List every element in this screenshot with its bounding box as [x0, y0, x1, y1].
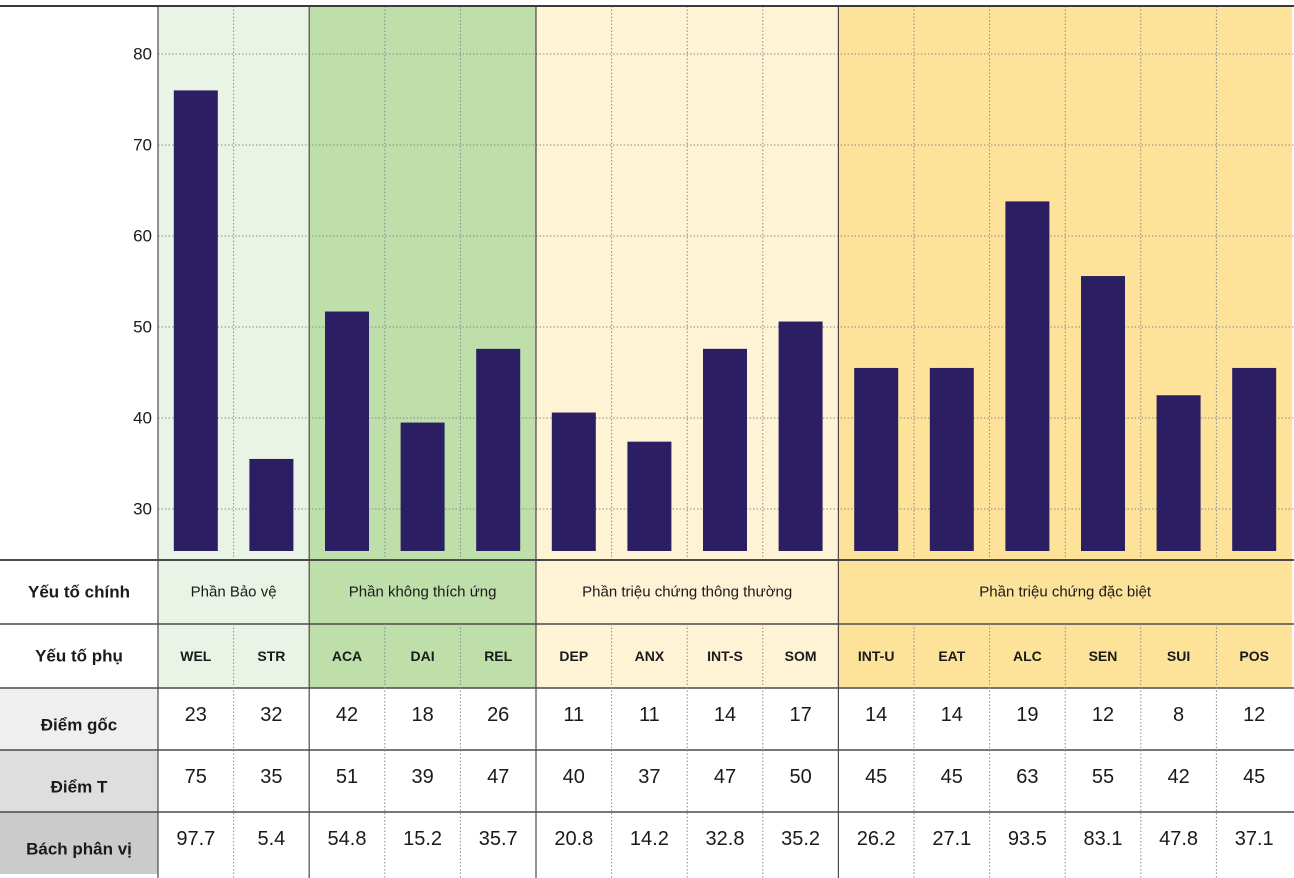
y-tick-label: 30	[133, 500, 152, 519]
table-cell: 32	[260, 704, 282, 726]
table-cell: 14	[714, 704, 736, 726]
x-tick-label: DAI	[411, 648, 435, 664]
bar-INT-S	[703, 348, 747, 551]
table-cell: 40	[563, 766, 585, 788]
table-cell: 8	[1173, 704, 1184, 726]
table-cell: 11	[563, 704, 584, 726]
table-cell: 35.7	[479, 828, 518, 850]
table-cell: 5.4	[257, 828, 285, 850]
table-cell: 35.2	[781, 828, 820, 850]
bar-ALC	[1005, 201, 1050, 552]
bar-DEP	[551, 412, 596, 551]
table-cell: 23	[185, 704, 207, 726]
table-cell: 63	[1016, 766, 1038, 788]
table-cell: 26	[487, 704, 509, 726]
table-cell: 47	[487, 766, 509, 788]
table-cell: 14	[941, 704, 963, 726]
bar-STR	[249, 458, 294, 551]
y-tick-label: 80	[133, 45, 152, 64]
x-tick-label: INT-S	[707, 648, 743, 664]
row-label: Điểm gốc	[41, 716, 118, 735]
table-cell: 15.2	[403, 828, 442, 850]
table-cell: 14.2	[630, 828, 669, 850]
table-cell: 55	[1092, 766, 1114, 788]
table-cell: 35	[260, 766, 282, 788]
table-cell: 75	[185, 766, 207, 788]
table-cell: 37.1	[1235, 828, 1274, 850]
table-cell: 39	[411, 766, 433, 788]
bar-SOM	[778, 321, 823, 551]
group-label: Phần triệu chứng đặc biệt	[979, 584, 1152, 601]
main-factor-header: Yếu tố chính	[28, 583, 130, 602]
table-cell: 97.7	[176, 828, 215, 850]
bar-DAI	[400, 422, 445, 551]
table-cell: 12	[1243, 704, 1265, 726]
table-cell: 19	[1016, 704, 1038, 726]
x-tick-label: DEP	[559, 648, 588, 664]
x-tick-label: EAT	[938, 648, 965, 664]
y-tick-label: 50	[133, 318, 152, 337]
table-cell: 27.1	[932, 828, 971, 850]
x-tick-label: REL	[484, 648, 512, 664]
row-label: Bách phân vị	[26, 840, 132, 859]
table-cell: 47.8	[1159, 828, 1198, 850]
table-cell: 50	[789, 766, 811, 788]
table-cell: 42	[336, 704, 358, 726]
bar-INT-U	[854, 367, 899, 551]
bar-WEL	[173, 90, 218, 552]
group-label: Phần triệu chứng thông thường	[582, 584, 792, 601]
table-cell: 45	[865, 766, 887, 788]
table-cell: 45	[941, 766, 963, 788]
table-cell: 42	[1167, 766, 1189, 788]
row-label-bg-2	[0, 812, 158, 874]
sub-factor-header: Yếu tố phụ	[35, 647, 123, 666]
x-tick-label: POS	[1239, 648, 1269, 664]
table-cell: 93.5	[1008, 828, 1047, 850]
y-tick-label: 70	[133, 136, 152, 155]
bar-REL	[476, 348, 521, 551]
bar-POS	[1232, 367, 1277, 551]
x-tick-label: ACA	[332, 648, 362, 664]
x-tick-label: SOM	[785, 648, 817, 664]
bar-ANX	[627, 441, 672, 551]
table-cell: 26.2	[857, 828, 896, 850]
table-cell: 17	[789, 704, 811, 726]
table-cell: 83.1	[1084, 828, 1123, 850]
row-label: Điểm T	[51, 778, 108, 797]
table-cell: 18	[411, 704, 433, 726]
bar-layer	[173, 90, 1277, 552]
table-cell: 32.8	[706, 828, 745, 850]
table-cell: 11	[639, 704, 660, 726]
table-cell: 45	[1243, 766, 1265, 788]
x-tick-label: ANX	[635, 648, 665, 664]
table-cell: 20.8	[554, 828, 593, 850]
y-tick-label: 60	[133, 227, 152, 246]
y-axis: 30 40 50 60 70 80	[133, 45, 152, 519]
table-cell: 14	[865, 704, 887, 726]
bar-ACA	[325, 311, 369, 551]
x-tick-label: WEL	[180, 648, 212, 664]
group-label: Phần Bảo vệ	[191, 584, 277, 601]
group-label: Phần không thích ứng	[349, 584, 497, 601]
y-tick-label: 40	[133, 409, 152, 428]
row-label-bg-1	[0, 750, 158, 812]
x-tick-label: SEN	[1089, 648, 1118, 664]
x-tick-label: SUI	[1167, 648, 1190, 664]
x-tick-label: ALC	[1013, 648, 1042, 664]
x-tick-label: STR	[257, 648, 285, 664]
table-cell: 51	[336, 766, 358, 788]
data-table: Yếu tố chính Phần Bảo vệ Phần không thích …	[0, 5, 1294, 878]
row-label-bg-0	[0, 688, 158, 750]
table-cell: 54.8	[328, 828, 367, 850]
bar-EAT	[929, 367, 974, 551]
table-cell: 12	[1092, 704, 1114, 726]
table-cell: 37	[638, 766, 660, 788]
x-tick-label: INT-U	[858, 648, 895, 664]
bar-SEN	[1081, 276, 1125, 551]
bar-SUI	[1156, 395, 1201, 551]
table-cell: 47	[714, 766, 736, 788]
